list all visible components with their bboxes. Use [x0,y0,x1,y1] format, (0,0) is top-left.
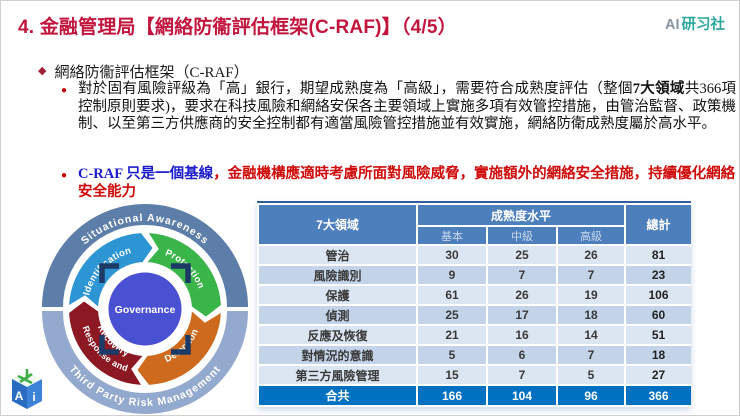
hkaii-cube-logo: A i [12,369,42,409]
bullet-level3-text: C-RAF 只是一個基線，金融機構應適時考慮所面對風險威脅，實施額外的網絡安全措… [78,165,738,201]
diamond-bullet-icon: ◆ [38,65,47,77]
bullet-level2-post: 共366項控制原則要求)，要求在科技風險和網絡安保各主要領域上實施多項有效管控措… [78,81,737,133]
value-cell: 7 [488,266,556,284]
governance-circle [108,272,182,346]
outer-ring-bottom [42,310,248,414]
value-cell: 30 [418,246,486,264]
total-basic-cell: 166 [418,386,486,405]
domain-cell: 第三方風險管理 [259,366,416,384]
bullet-level3-blue: C-RAF 只是一個基線 [78,166,214,182]
cube-left-face [12,379,27,409]
governance-brackets [99,263,191,355]
value-cell: 19 [558,286,624,304]
domain-cell: 風險識別 [259,266,416,284]
bullet-level2-bold: 7大領域 [632,81,685,97]
row-total-cell: 23 [626,266,691,284]
value-cell: 5 [418,346,486,364]
col-header-domain: 7大領域 [259,205,416,244]
domain-cell: 保護 [259,286,416,304]
segment-identification [69,233,153,307]
value-cell: 26 [488,286,556,304]
outer-ring-top [42,204,248,308]
page-title: 4. 金融管理局【網絡防衞評估框架(C-RAF)】（4/5） [18,17,457,38]
total-total-cell: 366 [626,386,691,405]
value-cell: 7 [488,366,556,384]
brand-ai-text: AI [665,17,680,33]
brand-name-text: 研习社 [681,17,726,33]
row-total-cell: 27 [626,366,691,384]
maturity-table: 7大領域 成熟度水平 總計 基本 中級 高級 管治 30 25 26 81 風險識別 9 7 7… [257,201,691,407]
domain-cell: 管治 [259,246,416,264]
cube-letter-i: i [32,390,35,404]
row-total-cell: 18 [626,346,691,364]
bullet-dot-icon: ● [61,85,68,96]
cube-top-glyph [17,369,33,385]
table-row: 對情況的意識 5 6 7 18 [259,346,691,364]
col-header-total: 總計 [626,205,691,244]
value-cell: 16 [488,326,556,344]
row-total-cell: 106 [626,286,691,304]
craf-cycle-diagram: Situational Awareness Third Party Risk M… [42,204,248,414]
bullet-level2-text: 對於固有風險評級為「高」銀行，期望成熟度為「高級」，需要符合成熟度評估（整個7大… [78,81,736,134]
table-row: 管治 30 25 26 81 [259,246,691,264]
segment-protection [147,233,221,317]
value-cell: 6 [488,346,556,364]
row-total-cell: 81 [626,246,691,264]
bullet-level2-pre: 對於固有風險評級為「高」銀行，期望成熟度為「高級」，需要符合成熟度評估（整個 [78,81,633,97]
row-total-cell: 60 [626,306,691,324]
bullet-level1: ◆ 網絡防衞評估框架（C-RAF） [38,61,249,82]
brand-logo: AI 研习社 [665,13,725,34]
total-label-cell: 合共 [259,386,416,405]
bullet-level1-text: 網絡防衞評估框架（C-RAF） [54,65,249,81]
value-cell: 21 [418,326,486,344]
table-row: 保護 61 26 19 106 [259,286,691,304]
value-cell: 7 [558,266,624,284]
segment-detection [137,311,221,385]
row-total-cell: 51 [626,326,691,344]
cube-right-face [27,379,42,409]
total-high-cell: 96 [558,386,624,405]
governance-label: Governance [115,304,176,316]
value-cell: 5 [558,366,624,384]
value-cell: 14 [558,326,624,344]
cube-letter-a: A [15,389,24,403]
value-cell: 25 [418,306,486,324]
bullet-level3-red: ，金融機構應適時考慮所面對風險威脅，實施額外的網絡安全措施，持續優化網絡安全能力 [78,166,736,200]
total-mid-cell: 104 [488,386,556,405]
bullet-dot-icon: ● [61,170,68,181]
table-row: 偵測 25 17 18 60 [259,306,691,324]
domain-cell: 對情況的意識 [259,346,416,364]
domain-cell: 偵測 [259,306,416,324]
value-cell: 18 [558,306,624,324]
col-subheader-high: 高級 [558,227,624,244]
value-cell: 9 [418,266,486,284]
table-row: 反應及恢復 21 16 14 51 [259,326,691,344]
value-cell: 17 [488,306,556,324]
value-cell: 26 [558,246,624,264]
col-subheader-mid: 中級 [488,227,556,244]
table-row: 第三方風險管理 15 7 5 27 [259,366,691,384]
segment-response-recovery [69,301,143,385]
table-total-row: 合共 166 104 96 366 [259,386,691,405]
table-row: 風險識別 9 7 7 23 [259,266,691,284]
domain-cell: 反應及恢復 [259,326,416,344]
value-cell: 25 [488,246,556,264]
value-cell: 15 [418,366,486,384]
col-header-maturity: 成熟度水平 [418,205,624,225]
value-cell: 61 [418,286,486,304]
col-subheader-basic: 基本 [418,227,486,244]
value-cell: 7 [558,346,624,364]
